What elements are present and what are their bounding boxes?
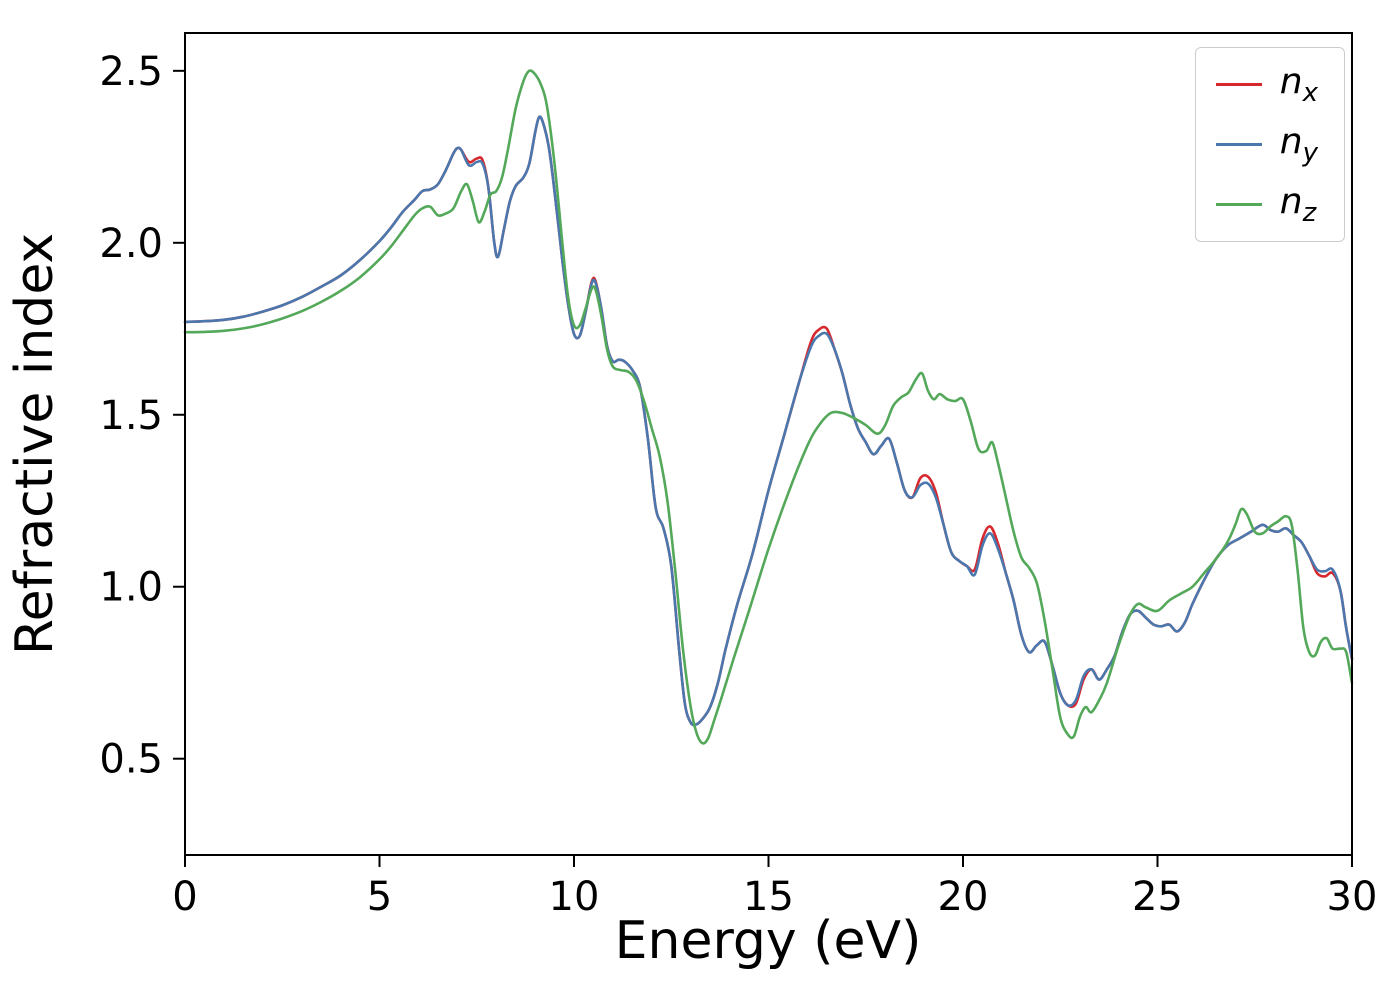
series-line-n_x <box>183 115 1354 727</box>
y-tick-label: 0.5 <box>99 737 163 783</box>
y-tick-label: 1.5 <box>99 393 163 439</box>
legend-swatch-nz <box>1215 202 1262 206</box>
x-tick-label: 25 <box>1132 874 1183 920</box>
legend-label-nz: nz <box>1279 180 1317 228</box>
x-tick-label: 15 <box>743 874 794 920</box>
x-axis-label: Energy (eV) <box>615 911 922 971</box>
x-tick-label: 5 <box>367 874 392 920</box>
legend-item-nx: nx <box>1215 61 1318 109</box>
y-axis-label: Refractive index <box>5 233 65 655</box>
legend-swatch-ny <box>1215 143 1262 147</box>
axes-frame <box>184 32 1353 856</box>
y-tick-label: 1.0 <box>99 565 163 611</box>
x-tick-label: 0 <box>172 874 197 920</box>
x-tick-label: 10 <box>549 874 600 920</box>
y-tick-label: 2.5 <box>99 49 163 95</box>
legend-label-ny: ny <box>1279 120 1318 168</box>
legend-item-ny: ny <box>1215 120 1318 168</box>
y-tick-label: 2.0 <box>99 221 163 267</box>
legend-label-nx: nx <box>1279 61 1318 109</box>
legend-swatch-nx <box>1215 83 1262 87</box>
x-tick-label: 20 <box>938 874 989 920</box>
x-tick-label: 30 <box>1327 874 1378 920</box>
series-line-n_y <box>183 115 1354 727</box>
series-line-n_z <box>183 69 1354 745</box>
legend: nx ny nz <box>1194 47 1345 243</box>
legend-item-nz: nz <box>1215 180 1318 228</box>
